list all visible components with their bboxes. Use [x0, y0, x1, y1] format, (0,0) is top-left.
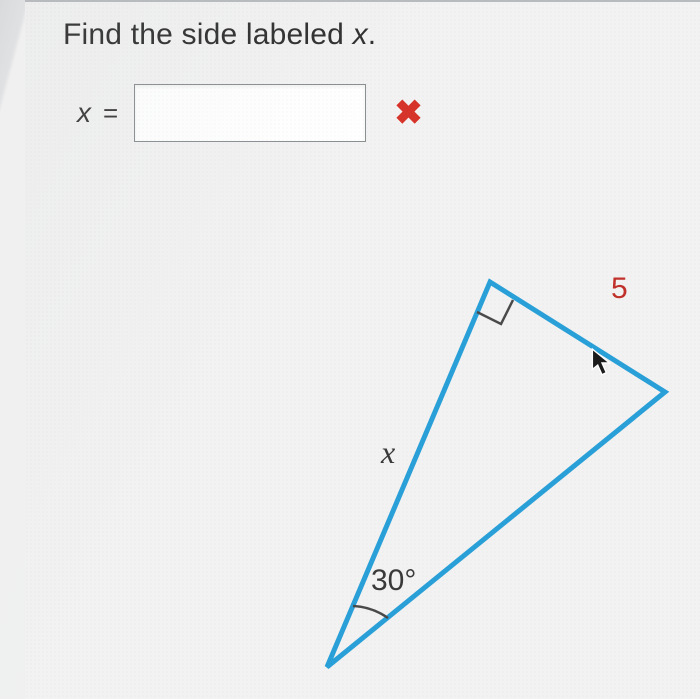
angle-arc	[353, 606, 388, 618]
problem-panel: Find the side labeled x. x = ✖ 5 x 30°	[25, 0, 700, 699]
answer-equals: =	[103, 98, 118, 129]
prompt-suffix: .	[368, 18, 377, 51]
answer-input[interactable]	[134, 84, 366, 142]
prompt-variable: x	[353, 18, 368, 51]
prompt-prefix: Find the side labeled	[63, 18, 353, 51]
triangle-outline	[327, 282, 665, 667]
angle-label: 30°	[371, 564, 416, 598]
side-label-x: x	[381, 434, 395, 471]
triangle-figure: 5 x 30°	[295, 262, 700, 692]
prompt-text: Find the side labeled x.	[63, 18, 376, 52]
answer-row: x = ✖	[77, 84, 423, 142]
triangle-svg	[295, 262, 700, 692]
incorrect-icon: ✖	[394, 93, 423, 133]
side-label-5: 5	[611, 272, 628, 306]
answer-lhs: x	[77, 97, 91, 129]
